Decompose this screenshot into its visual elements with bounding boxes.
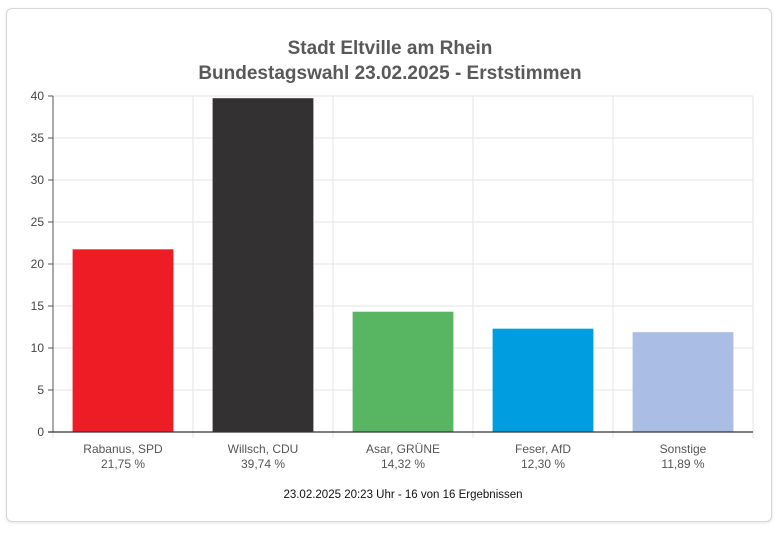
chart-footer: 23.02.2025 20:23 Uhr - 16 von 16 Ergebni… — [283, 489, 522, 501]
bar-willsch-cdu — [212, 98, 314, 433]
x-category-label: Rabanus, SPD — [83, 442, 163, 456]
y-tick-label: 30 — [31, 173, 45, 187]
y-tick-label: 0 — [37, 425, 44, 439]
x-value-label: 11,89 % — [661, 457, 704, 471]
y-tick-label: 40 — [31, 89, 45, 103]
y-tick-label: 35 — [31, 131, 45, 145]
y-tick-label: 25 — [31, 215, 45, 229]
x-value-label: 21,75 % — [101, 457, 145, 471]
y-tick-label: 15 — [31, 299, 45, 313]
x-value-label: 14,32 % — [381, 457, 425, 471]
bar-rabanus-spd — [72, 249, 174, 432]
y-axis: 0 5 10 15 20 25 30 35 40 — [31, 89, 54, 439]
bars — [72, 98, 734, 433]
x-category-label: Sonstige — [660, 442, 707, 456]
chart-subtitle: Bundestagswahl 23.02.2025 - Erststimmen — [198, 63, 581, 84]
x-category-label: Feser, AfD — [515, 442, 571, 456]
y-tick-label: 5 — [37, 383, 44, 397]
x-category-label: Asar, GRÜNE — [366, 442, 440, 456]
chart-title: Stadt Eltville am Rhein — [288, 38, 493, 59]
bar-feser-afd — [492, 328, 594, 432]
x-value-label: 12,30 % — [521, 457, 565, 471]
bar-sonstige — [632, 332, 734, 432]
bar-asar-grüne — [352, 311, 454, 432]
y-tick-label: 10 — [31, 341, 45, 355]
x-category-label: Willsch, CDU — [228, 442, 299, 456]
y-tick-label: 20 — [31, 257, 45, 271]
x-value-label: 39,74 % — [241, 457, 285, 471]
